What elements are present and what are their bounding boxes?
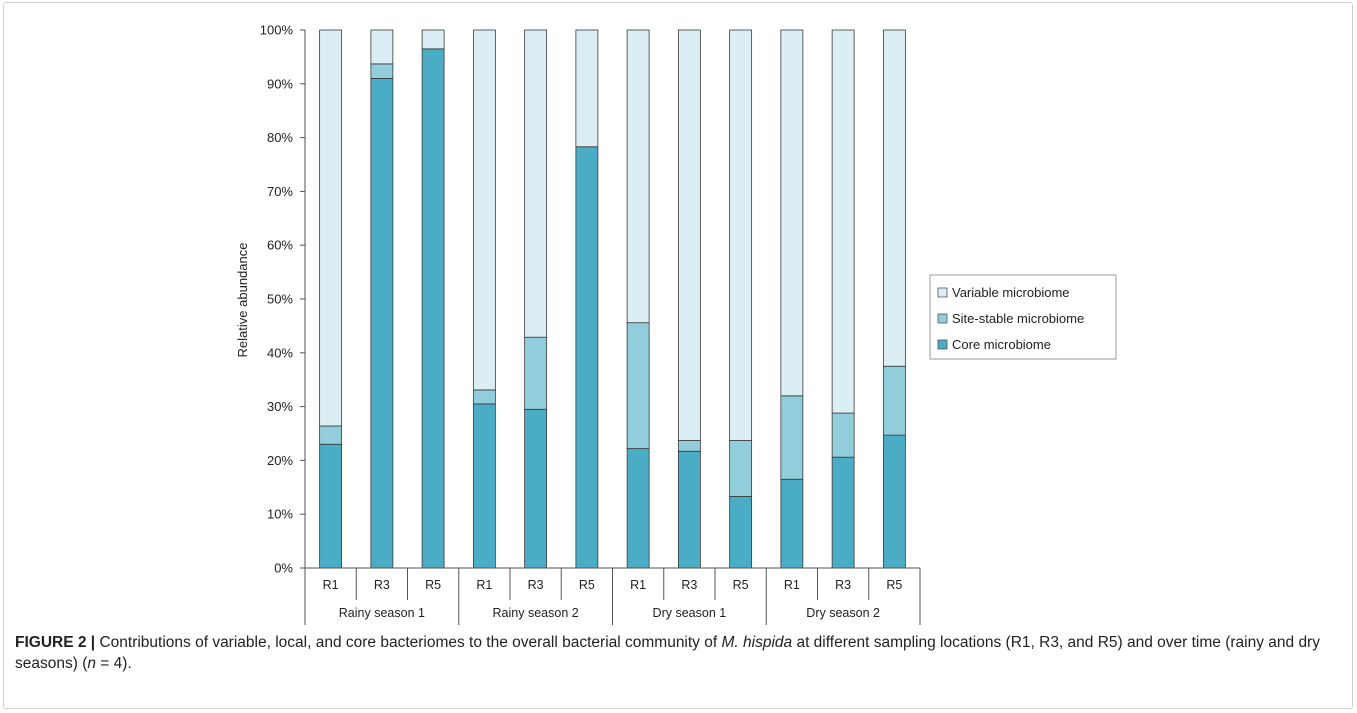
bar-segment-site-stable-microbiome-6 (626, 322, 650, 449)
y-tick-label: 80% (267, 130, 293, 145)
x-tick-label-11: R5 (886, 578, 902, 592)
y-tick-label: 90% (267, 76, 293, 91)
bar-segment-site-stable-microbiome-1 (370, 63, 394, 79)
y-tick-label: 100% (260, 23, 294, 38)
caption-text-middle: at different sampling locations (R1, R3,… (15, 634, 1320, 672)
y-tick-label: 70% (267, 184, 293, 199)
bar-segment-core-microbiome-8 (729, 496, 753, 569)
legend-swatch-core-microbiome (937, 339, 948, 350)
bar-segment-site-stable-microbiome-11 (882, 365, 906, 436)
bar-segment-variable-microbiome-2 (421, 29, 445, 50)
y-tick-label: 0% (274, 561, 293, 576)
y-tick-label: 50% (267, 292, 293, 307)
x-tick-label-3: R1 (476, 578, 492, 592)
caption-label: FIGURE 2 | (15, 634, 96, 651)
bar-segment-core-microbiome-7 (677, 450, 701, 569)
bar-segment-variable-microbiome-6 (626, 29, 650, 324)
stacked-bar-chart: 0% 10% 20% 30% 40% 50% 60% 70% 80% 90% 100% R1 R3 R5… (235, 23, 1117, 625)
bar-segment-core-microbiome-2 (421, 48, 445, 569)
figure-frame (3, 2, 1353, 709)
x-tick-label-10: R3 (835, 578, 851, 592)
bar-segment-variable-microbiome-9 (780, 29, 804, 397)
bar-segment-site-stable-microbiome-0 (319, 425, 343, 445)
caption-text-before: Contributions of variable, local, and co… (95, 634, 722, 651)
legend-swatch-site-stable-microbiome (937, 313, 948, 324)
legend-label-core-microbiome: Core microbiome (952, 337, 1051, 352)
x-tick-label-5: R5 (579, 578, 595, 592)
x-group-label-2: Dry season 1 (653, 606, 727, 620)
caption-n-symbol: n (87, 655, 96, 672)
bars-layer (319, 29, 906, 569)
y-tick-label: 60% (267, 238, 293, 253)
bar-segment-site-stable-microbiome-7 (677, 440, 701, 452)
y-axis: 0% 10% 20% 30% 40% 50% 60% 70% 80% 90% 100% (260, 23, 306, 576)
bar-segment-variable-microbiome-11 (882, 29, 906, 367)
legend: Variable microbiome Site-stable microbiom… (929, 274, 1117, 360)
bar-segment-site-stable-microbiome-4 (524, 336, 548, 410)
x-tick-label-1: R3 (374, 578, 390, 592)
bar-segment-variable-microbiome-1 (370, 29, 394, 65)
x-tick-label-6: R1 (630, 578, 646, 592)
legend-swatch-variable-microbiome (937, 287, 948, 298)
y-tick-label: 20% (267, 453, 293, 468)
x-tick-label-4: R3 (528, 578, 544, 592)
bar-segment-site-stable-microbiome-8 (729, 440, 753, 497)
error-bars-layer (327, 30, 898, 558)
x-tick-label-7: R3 (681, 578, 697, 592)
caption-text-after: = 4). (96, 655, 132, 672)
bar-segment-variable-microbiome-3 (472, 29, 496, 391)
x-tick-label-8: R5 (733, 578, 749, 592)
x-group-label-1: Rainy season 2 (493, 606, 579, 620)
legend-box (929, 274, 1117, 360)
caption-species: M. hispida (721, 634, 793, 651)
bar-segment-core-microbiome-4 (524, 408, 548, 569)
bar-segment-core-microbiome-6 (626, 448, 650, 569)
bar-segment-core-microbiome-5 (575, 146, 599, 569)
legend-label-site-stable-microbiome: Site-stable microbiome (952, 311, 1084, 326)
legend-label-variable-microbiome: Variable microbiome (952, 285, 1070, 300)
bar-segment-variable-microbiome-5 (575, 29, 599, 148)
bar-segment-core-microbiome-0 (319, 443, 343, 569)
y-tick-label: 30% (267, 399, 293, 414)
bar-segment-variable-microbiome-8 (729, 29, 753, 441)
bar-segment-core-microbiome-9 (780, 478, 804, 569)
figure-caption: FIGURE 2 | Contributions of variable, lo… (15, 632, 1340, 674)
bar-segment-site-stable-microbiome-3 (472, 389, 496, 405)
bar-segment-core-microbiome-1 (370, 78, 394, 569)
x-tick-label-2: R5 (425, 578, 441, 592)
bar-segment-core-microbiome-11 (882, 434, 906, 569)
x-group-label-0: Rainy season 1 (339, 606, 425, 620)
y-tick-label: 40% (267, 345, 293, 360)
bar-segment-variable-microbiome-7 (677, 29, 701, 441)
bar-segment-site-stable-microbiome-9 (780, 395, 804, 480)
y-axis-label: Relative abundance (235, 243, 250, 358)
x-group-label-3: Dry season 2 (806, 606, 880, 620)
bar-segment-variable-microbiome-4 (524, 29, 548, 338)
bar-segment-site-stable-microbiome-10 (831, 412, 855, 458)
x-tick-label-9: R1 (784, 578, 800, 592)
y-tick-label: 10% (267, 507, 293, 522)
bar-segment-variable-microbiome-0 (319, 29, 343, 427)
bar-segment-core-microbiome-3 (472, 403, 496, 569)
x-tick-label-0: R1 (323, 578, 339, 592)
bar-segment-core-microbiome-10 (831, 456, 855, 569)
bar-segment-variable-microbiome-10 (831, 29, 855, 414)
